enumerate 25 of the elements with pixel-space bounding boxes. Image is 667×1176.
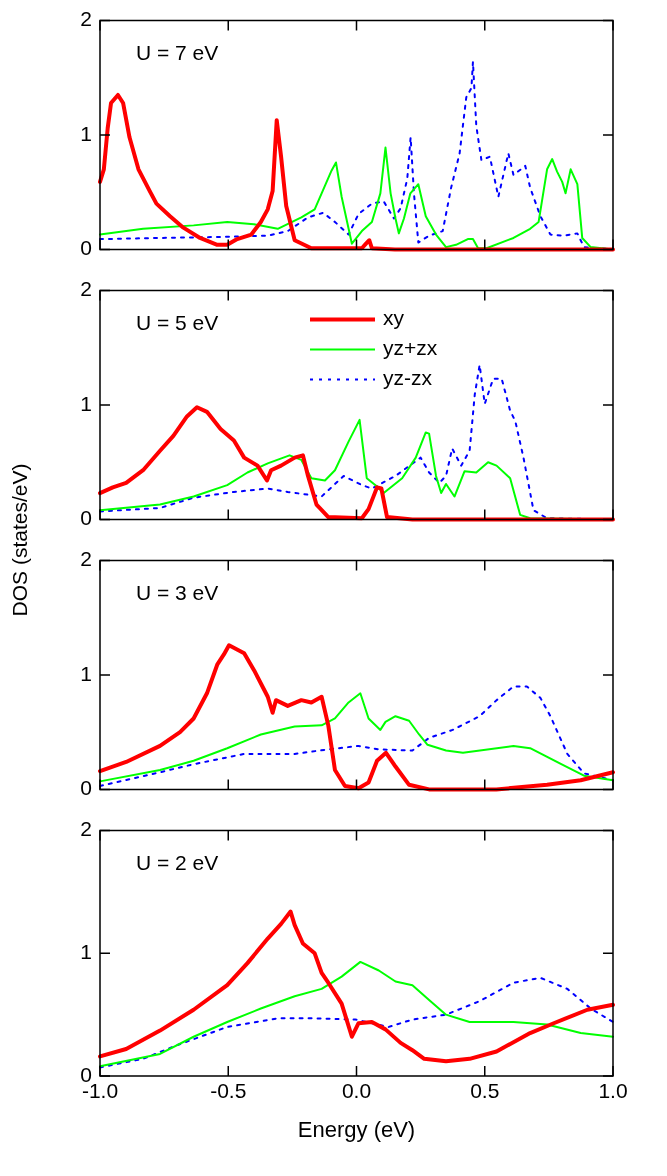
y-tick-label: 0 (80, 506, 92, 530)
y-tick-label: 2 (80, 817, 92, 841)
x-tick-label: 0.0 (341, 1079, 372, 1103)
y-tick-label: 2 (80, 277, 92, 301)
x-tick-label: 1.0 (598, 1079, 628, 1103)
legend-label: yz+zx (383, 336, 438, 360)
y-axis-title: DOS (states/eV) (8, 463, 32, 617)
annotation: U = 5 eV (136, 311, 219, 335)
y-tick-label: 0 (80, 236, 92, 260)
y-tick-label: 2 (80, 547, 92, 571)
x-tick-label: 0.5 (470, 1079, 500, 1103)
y-tick-label: 1 (80, 121, 92, 145)
annotation: U = 2 eV (136, 851, 219, 875)
y-tick-label: 1 (80, 391, 92, 415)
y-tick-label: 1 (80, 661, 92, 685)
legend-label: yz-zx (383, 366, 433, 390)
x-axis-title: Energy (eV) (297, 1116, 416, 1142)
annotation: U = 3 eV (136, 581, 219, 605)
legend-label: xy (383, 306, 405, 330)
line-series (99, 976, 614, 1069)
y-tick-label: 0 (80, 776, 92, 800)
y-tick-label: 1 (80, 940, 92, 964)
annotation: U = 7 eV (136, 41, 219, 65)
x-tick-label: -0.5 (210, 1079, 247, 1103)
y-tick-label: 2 (80, 7, 92, 31)
